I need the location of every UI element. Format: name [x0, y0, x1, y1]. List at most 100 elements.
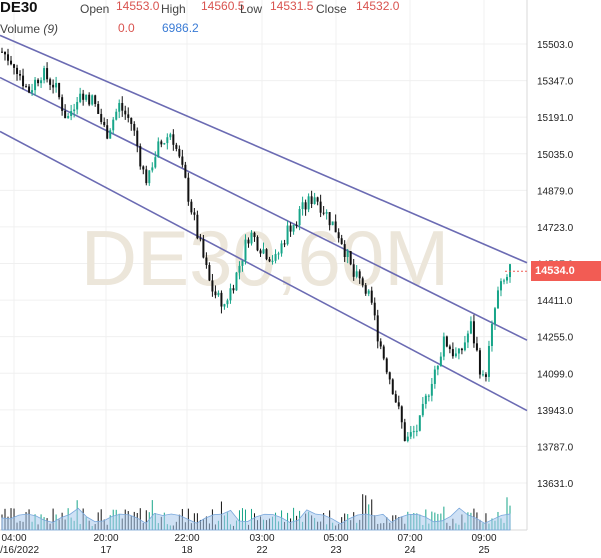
candle-body: [22, 75, 25, 87]
x-date-label: 02/16/2022: [0, 545, 39, 556]
candle-body: [394, 394, 397, 403]
candle-body: [184, 164, 187, 178]
symbol-label: DE30: [0, 0, 38, 16]
candle-body: [199, 238, 202, 240]
candle-body: [448, 346, 451, 350]
candle-body: [235, 272, 238, 291]
candle-body: [469, 321, 472, 334]
y-tick-label: 15035.0: [537, 150, 574, 161]
candle-body: [208, 265, 211, 281]
candle-body: [490, 324, 493, 347]
candle-body: [349, 251, 352, 265]
candle-body: [211, 280, 214, 292]
candle-body: [484, 374, 487, 377]
candle-body: [352, 264, 355, 277]
x-date-label: 25: [478, 545, 490, 556]
candle-body: [439, 356, 442, 366]
candle-body: [34, 79, 37, 91]
candle-body: [418, 415, 421, 431]
candle-body: [361, 278, 364, 286]
x-date-label: 24: [404, 545, 416, 556]
candle-body: [205, 257, 208, 266]
y-tick-label: 15191.0: [537, 113, 574, 124]
x-date-label: 22: [256, 545, 268, 556]
candle-body: [130, 117, 133, 124]
candle-body: [52, 84, 55, 88]
candle-body: [442, 336, 445, 357]
candle-body: [472, 321, 475, 344]
candle-body: [364, 285, 367, 294]
candle-body: [412, 431, 415, 433]
candle-body: [151, 167, 154, 171]
candle-body: [325, 212, 328, 214]
x-time-label: 03:00: [249, 533, 274, 544]
candle-body: [409, 432, 412, 437]
candle-body: [70, 111, 73, 116]
x-time-label: 22:00: [174, 533, 199, 544]
candle-body: [265, 249, 268, 260]
close-value: 14532.0: [356, 0, 400, 13]
candle-body: [40, 80, 43, 84]
candle-body: [142, 166, 145, 170]
candle-body: [214, 291, 217, 296]
candle-body: [133, 123, 136, 131]
candle-body: [193, 212, 196, 215]
candle-body: [154, 157, 157, 168]
candle-body: [25, 86, 28, 88]
candle-body: [79, 93, 82, 102]
candle-body: [355, 271, 358, 277]
candle-body: [298, 209, 301, 226]
candle-body: [175, 144, 178, 149]
volume-value: 6986.2: [162, 21, 199, 35]
candle-body: [7, 54, 10, 61]
candle-body: [454, 353, 457, 357]
candle-body: [226, 300, 229, 305]
x-date-label: 23: [330, 545, 342, 556]
candle-body: [403, 422, 406, 442]
candle-body: [55, 82, 58, 88]
y-tick-label: 14723.0: [537, 223, 574, 234]
open-value: 14553.0: [116, 0, 160, 13]
y-tick-label: 14255.0: [537, 333, 574, 344]
candle-body: [82, 93, 85, 100]
candle-body: [289, 225, 292, 232]
candle-body: [370, 290, 373, 303]
candle-body: [88, 94, 91, 105]
candle-body: [241, 260, 244, 266]
candle-body: [379, 341, 382, 347]
candle-body: [322, 212, 325, 214]
candle-body: [400, 406, 403, 423]
candle-body: [247, 239, 250, 244]
x-time-label: 05:00: [323, 533, 348, 544]
candle-body: [67, 115, 70, 119]
candle-body: [106, 125, 109, 139]
candle-body: [382, 346, 385, 359]
watermark: DE30,60M: [81, 214, 450, 302]
candle-body: [319, 201, 322, 213]
candle-body: [232, 288, 235, 291]
candle-body: [160, 141, 163, 145]
channel-line: [0, 76, 528, 341]
candle-body: [397, 402, 400, 407]
candle-body: [10, 60, 13, 65]
candle-body: [307, 196, 310, 210]
candle-body: [238, 265, 241, 273]
candle-body: [64, 110, 67, 119]
candle-body: [103, 121, 106, 126]
candle-body: [94, 95, 97, 105]
candlestick-series: [1, 47, 527, 443]
candle-body: [58, 82, 61, 98]
candle-body: [250, 232, 253, 244]
candle-body: [475, 343, 478, 351]
candle-body: [163, 143, 166, 145]
candle-body: [253, 232, 256, 238]
candle-body: [4, 51, 7, 55]
candle-body: [331, 221, 334, 226]
x-date-label: 18: [181, 545, 193, 556]
candle-body: [16, 67, 19, 75]
candle-body: [121, 103, 124, 111]
candle-body: [304, 202, 307, 210]
candle-body: [100, 113, 103, 122]
x-date-label: 17: [100, 545, 112, 556]
